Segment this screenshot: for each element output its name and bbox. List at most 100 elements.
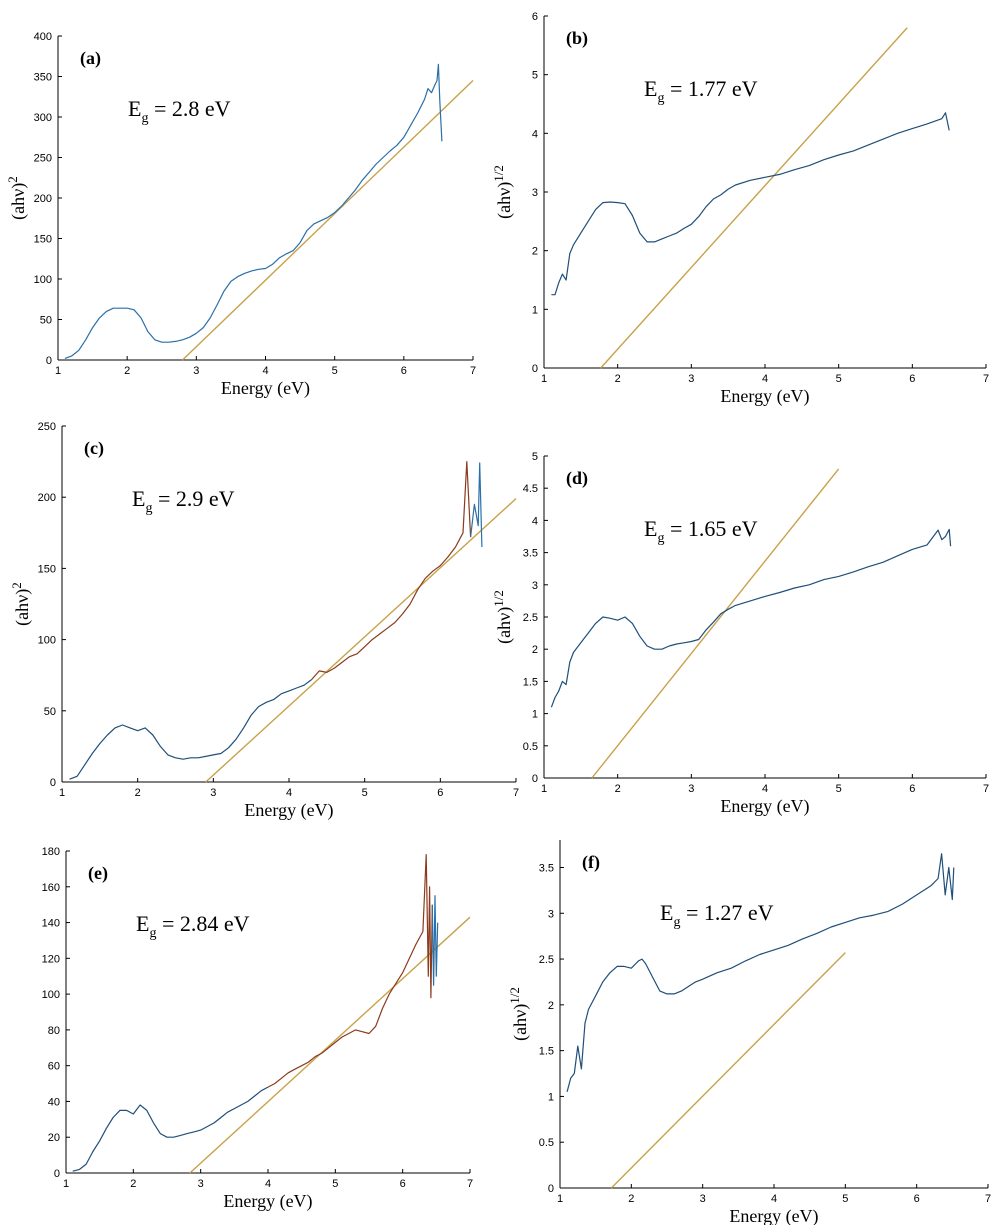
x-tick-label: 4 [762,783,768,795]
panel-e: 1 2 3 4 5 6 7 0 20 40 60 80 100 120 140 160 180 (e) Eg = 2… [0,835,500,1220]
y-tick-label: 150 [34,234,52,246]
series-line-1 [69,679,313,780]
y-tick-label: 5 [532,451,538,463]
y-tick-label: 40 [48,1096,60,1108]
y-tick-label: 0 [532,773,538,785]
y-tick-label: 3 [532,187,538,199]
y-tick-label: 100 [42,989,60,1001]
y-tick-label: 200 [34,193,52,205]
y-tick-label: 4.5 [523,483,538,495]
y-tick-label: 100 [34,274,52,286]
panel-label: (c) [84,438,104,459]
panel-label: (e) [88,863,108,884]
y-tick-label: 20 [48,1132,60,1144]
fit-line [205,498,517,783]
x-tick-label: 7 [467,1178,473,1190]
x-tick-label: 2 [135,787,141,799]
x-tick-label: 3 [198,1178,204,1190]
y-tick-label: 1 [548,1091,554,1103]
x-axis-title: Energy (eV) [720,386,809,407]
series-line-1 [72,1086,269,1172]
y-tick-label: 0 [46,355,52,367]
x-tick-label: 7 [470,365,476,377]
y-tick-label: 180 [42,846,60,858]
x-tick-label: 3 [210,787,216,799]
x-axis-title: Energy (eV) [223,1191,312,1212]
x-tick-label: 2 [628,1193,634,1205]
y-tick-label: 2.5 [523,612,538,624]
x-tick-label: 4 [771,1193,777,1205]
band-gap-annotation: Eg = 1.65 eV [644,516,758,546]
x-axis-title: Energy (eV) [221,378,310,399]
y-tick-label: 1.5 [539,1046,554,1058]
y-tick-label: 250 [38,421,56,433]
x-tick-label: 6 [909,373,915,385]
series-line-3 [470,462,483,548]
y-tick-label: 2 [548,1000,554,1012]
y-axis-title: (ahν)2 [9,582,33,626]
x-tick-label: 7 [513,787,519,799]
chart-e: 1 2 3 4 5 6 7 0 20 40 60 80 100 120 140 160 180 (e) Eg = 2… [42,846,473,1212]
x-tick-label: 7 [983,783,989,795]
y-tick-label: 1.5 [523,676,538,688]
y-tick-label: 100 [38,635,56,647]
x-tick-label: 1 [541,783,547,795]
y-tick-label: 0.5 [539,1137,554,1149]
panel-f: 1 2 3 4 5 6 7 0 0.5 1 1.5 2 2.5 3 3.5 (f) Eg = 1.27 eV En… [500,830,1000,1225]
y-tick-label: 5 [532,70,538,82]
series-line-1 [551,112,950,296]
y-tick-label: 350 [34,72,52,84]
x-tick-label: 1 [55,365,61,377]
y-tick-label: 3.5 [523,548,538,560]
series-line-1 [566,853,955,1092]
y-tick-label: 60 [48,1061,60,1073]
x-tick-label: 2 [615,783,621,795]
x-tick-label: 1 [59,787,65,799]
y-axis-title: (ahν)1/2 [491,165,515,219]
y-tick-label: 2.5 [539,954,554,966]
y-tick-label: 0 [532,363,538,375]
x-tick-label: 7 [985,1193,991,1205]
band-gap-annotation: Eg = 2.9 eV [132,486,235,516]
y-tick-label: 50 [40,315,52,327]
y-tick-label: 2 [532,644,538,656]
panel-b: 1 2 3 4 5 6 7 0 1 2 3 4 5 6 (b) Eg = 1.77 eV Energy (eV)… [491,0,1000,410]
x-tick-label: 1 [541,373,547,385]
series-line-3 [431,895,439,986]
y-tick-label: 50 [44,706,56,718]
x-tick-label: 5 [842,1193,848,1205]
y-tick-label: 140 [42,918,60,930]
y-axis-title: (ahν)2 [5,176,29,220]
x-tick-label: 2 [615,373,621,385]
y-tick-label: 120 [42,953,60,965]
y-tick-label: 0.5 [523,741,538,753]
y-tick-label: 2 [532,246,538,258]
y-tick-label: 150 [38,563,56,575]
y-tick-label: 1 [532,709,538,721]
y-tick-label: 0 [54,1168,60,1180]
band-gap-annotation: Eg = 2.84 eV [136,911,250,941]
x-axis-title: Energy (eV) [720,796,809,817]
series-line-1 [550,528,952,708]
x-tick-label: 6 [909,783,915,795]
chart-c: 1 2 3 4 5 6 7 0 50 100 150 200 250 (c) Eg = 2.9 eV Ener… [9,421,519,821]
fit-line [189,916,471,1174]
y-tick-label: 3.5 [539,862,554,874]
x-tick-label: 7 [983,373,989,385]
x-tick-label: 6 [400,1178,406,1190]
y-tick-label: 0 [50,777,56,789]
y-tick-label: 400 [34,31,52,43]
y-tick-label: 300 [34,112,52,124]
x-tick-label: 2 [124,365,130,377]
x-tick-label: 4 [286,787,292,799]
x-axis-title: Energy (eV) [729,1206,818,1225]
band-gap-annotation: Eg = 2.8 eV [128,96,231,126]
fit-line [591,468,840,779]
y-tick-label: 160 [42,882,60,894]
panel-label: (a) [80,48,101,69]
fit-line [600,27,908,369]
y-tick-label: 4 [532,515,538,527]
x-tick-label: 5 [362,787,368,799]
y-tick-label: 200 [38,492,56,504]
